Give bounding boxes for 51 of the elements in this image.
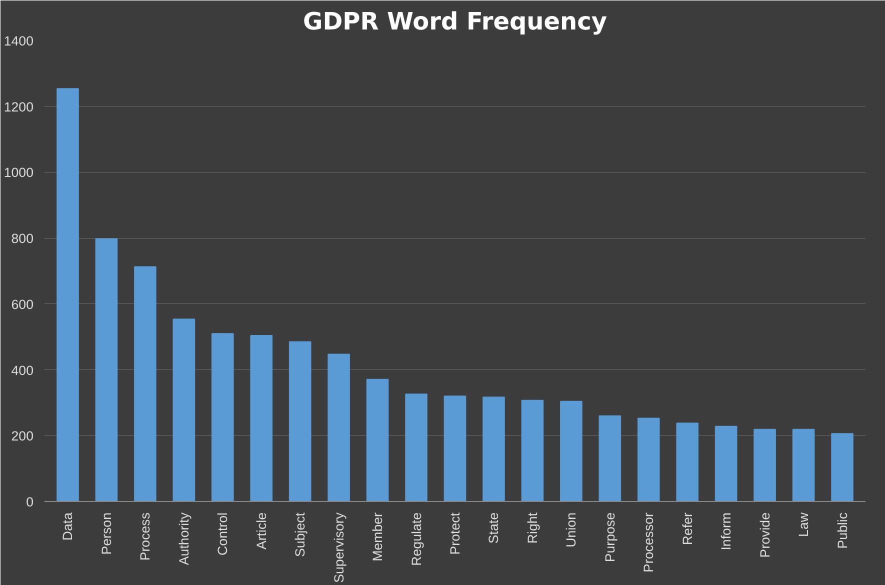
x-tick-label: Inform [718,512,734,550]
bar [56,88,79,502]
x-tick-label: Union [564,512,579,548]
y-tick-label: 200 [11,428,34,444]
bar [444,396,466,502]
bar [754,428,776,502]
x-tick-label: State [486,512,502,544]
x-tick-label: Article [254,512,269,550]
x-tick-label: Member [370,512,386,562]
x-tick-label: Protect [448,512,462,555]
y-tick-label: 0 [26,494,34,510]
bar [134,266,156,502]
bar [714,426,738,502]
x-tick-label: Subject [292,512,308,557]
bar [560,400,582,502]
x-tick-label: Processor [641,512,656,572]
x-tick-label: Purpose [602,512,618,562]
bar [172,318,196,502]
bar [598,415,622,502]
x-tick-label: Provide [757,512,772,558]
bar [521,400,544,502]
bar [288,341,312,502]
y-tick-label: 600 [11,296,34,312]
chart-title: GDPR Word Frequency [303,8,608,36]
x-tick-label: Right [524,512,540,544]
x-tick-label: Refer [680,512,695,546]
x-tick-label: Supervisory [331,512,346,583]
y-tick-label: 400 [11,362,34,378]
bar [211,333,234,502]
y-tick-label: 1000 [4,165,34,180]
x-tick-label: Control [215,512,230,556]
x-tick-label: Authority [176,512,192,566]
x-tick-label: Public [834,512,850,549]
bar [405,394,428,502]
bar [366,378,389,502]
y-tick-label: 1400 [4,34,34,48]
bar [792,428,815,502]
bar [831,433,854,502]
bar [328,354,350,502]
bar [250,335,273,502]
x-tick-label: Process [138,512,153,561]
bar [637,418,660,502]
x-tick-label: Law [796,512,812,537]
bar [676,422,699,502]
bar [95,238,118,502]
x-tick-label: Person [98,512,114,555]
y-tick-label: 800 [11,231,34,246]
y-tick-label: 1200 [4,99,34,114]
x-tick-label: Data [60,512,76,541]
x-tick-label: Regulate [408,512,424,566]
bar [482,396,505,502]
